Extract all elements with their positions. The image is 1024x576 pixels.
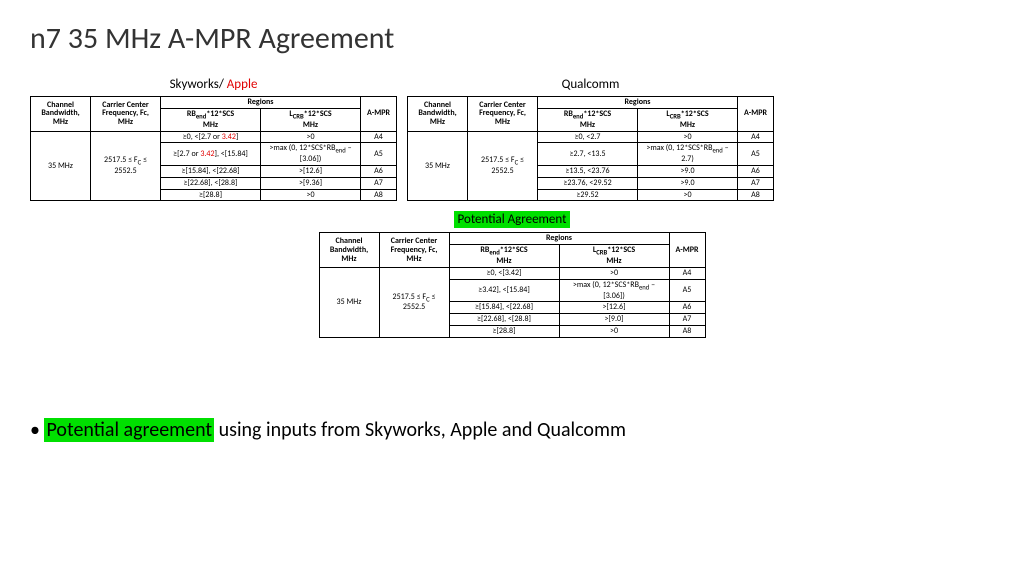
cell-fc: 2517.5 ≤ FC ≤ 2552.5 (379, 267, 449, 337)
cell-lcrb: >0 (559, 267, 669, 279)
cell-rb: ≥0, <[2.7 or 3.42] (161, 131, 261, 143)
cell-rb: ≥0, <2.7 (538, 131, 638, 143)
page-title: n7 35 MHz A-MPR Agreement (30, 20, 994, 57)
cell-rb: ≥[15.84], <[22.68] (449, 302, 559, 314)
cell-rb: ≥3.42], <[15.84] (449, 279, 559, 302)
col-fc: Carrier Center Frequency, Fc, MHz (468, 97, 538, 132)
cell-rb: ≥[2.7 or 3.42], <[15.84] (161, 143, 261, 166)
apple-label-text: Apple (227, 77, 258, 92)
col-ampr: A-MPR (669, 233, 705, 268)
cell-ampr: A5 (738, 143, 774, 166)
potential-label: Potential Agreement (454, 211, 571, 228)
col-regions: Regions (538, 97, 738, 109)
cell-lcrb: >[9.36] (261, 177, 361, 189)
cell-bw: 35 MHz (319, 267, 379, 337)
col-lcrb: LCRB*12*SCSMHz (559, 245, 669, 268)
cell-lcrb: >9.0 (638, 177, 738, 189)
cell-ampr: A5 (669, 279, 705, 302)
cell-ampr: A6 (361, 166, 397, 178)
cell-rb: ≥[28.8] (449, 326, 559, 338)
cell-bw: 35 MHz (408, 131, 468, 201)
cell-rb: ≥0, <[3.42] (449, 267, 559, 279)
bullet-item: • Potential agreement using inputs from … (30, 418, 994, 442)
cell-rb: ≥[28.8] (161, 189, 261, 201)
skyworks-table: Channel Bandwidth, MHz Carrier Center Fr… (30, 96, 397, 201)
col-ch: Channel Bandwidth, MHz (319, 233, 379, 268)
cell-ampr: A8 (669, 326, 705, 338)
col-regions: Regions (161, 97, 361, 109)
skyworks-label: Skyworks/ Apple (30, 77, 397, 92)
cell-ampr: A6 (669, 302, 705, 314)
skyworks-table-block: Skyworks/ Apple Channel Bandwidth, MHz C… (30, 77, 397, 201)
cell-ampr: A4 (738, 131, 774, 143)
skyworks-label-text: Skyworks/ (170, 77, 227, 92)
cell-fc: 2517.5 ≤ FC ≤ 2552.5 (468, 131, 538, 201)
cell-rb: ≥[22.68], <[28.8] (449, 314, 559, 326)
col-lcrb: LCRB*12*SCSMHz (638, 108, 738, 131)
cell-lcrb: >[12.6] (261, 166, 361, 178)
cell-ampr: A7 (361, 177, 397, 189)
cell-rb: ≥13.5, <23.76 (538, 166, 638, 178)
cell-rb: ≥29.52 (538, 189, 638, 201)
qualcomm-table: Channel Bandwidth, MHz Carrier Center Fr… (407, 96, 774, 201)
col-ch: Channel Bandwidth, MHz (31, 97, 91, 132)
col-rb: RBend*12*SCSMHz (449, 245, 559, 268)
cell-ampr: A6 (738, 166, 774, 178)
cell-ampr: A4 (361, 131, 397, 143)
col-fc: Carrier Center Frequency, Fc, MHz (91, 97, 161, 132)
cell-rb: ≥23.76, <29.52 (538, 177, 638, 189)
cell-lcrb: >max (0, 12*SCS*RBend –2.7) (638, 143, 738, 166)
cell-ampr: A7 (669, 314, 705, 326)
cell-lcrb: >0 (638, 189, 738, 201)
col-ampr: A-MPR (361, 97, 397, 132)
cell-lcrb: >0 (638, 131, 738, 143)
cell-lcrb: >0 (559, 326, 669, 338)
col-regions: Regions (449, 233, 669, 245)
col-rb: RBend*12*SCSMHz (161, 108, 261, 131)
cell-fc: 2517.5 ≤ FC ≤ 2552.5 (91, 131, 161, 201)
cell-lcrb: >max (0, 12*SCS*RBend – [3.06]) (261, 143, 361, 166)
cell-rb: ≥[15.84], <[22.68] (161, 166, 261, 178)
cell-rb: ≥2.7, <13.5 (538, 143, 638, 166)
qualcomm-table-block: Qualcomm Channel Bandwidth, MHz Carrier … (407, 77, 774, 201)
col-ampr: A-MPR (738, 97, 774, 132)
cell-ampr: A7 (738, 177, 774, 189)
cell-lcrb: >[12.6] (559, 302, 669, 314)
cell-lcrb: >0 (261, 131, 361, 143)
cell-lcrb: >9.0 (638, 166, 738, 178)
cell-lcrb: >[9.0] (559, 314, 669, 326)
col-ch: Channel Bandwidth, MHz (408, 97, 468, 132)
cell-bw: 35 MHz (31, 131, 91, 201)
cell-ampr: A4 (669, 267, 705, 279)
bullet-rest: using inputs from Skyworks, Apple and Qu… (214, 418, 626, 442)
col-fc: Carrier Center Frequency, Fc, MHz (379, 233, 449, 268)
cell-ampr: A8 (361, 189, 397, 201)
cell-ampr: A5 (361, 143, 397, 166)
cell-rb: ≥[22.68], <[28.8] (161, 177, 261, 189)
cell-lcrb: >0 (261, 189, 361, 201)
potential-table: Channel Bandwidth, MHz Carrier Center Fr… (319, 232, 706, 337)
bullet-highlight: Potential agreement (44, 418, 214, 442)
qualcomm-label: Qualcomm (407, 77, 774, 92)
col-rb: RBend*12*SCSMHz (538, 108, 638, 131)
cell-lcrb: >max (0, 12*SCS*RBend – [3.06]) (559, 279, 669, 302)
col-lcrb: LCRB*12*SCSMHz (261, 108, 361, 131)
potential-table-block: Potential Agreement Channel Bandwidth, M… (30, 211, 994, 337)
cell-ampr: A8 (738, 189, 774, 201)
